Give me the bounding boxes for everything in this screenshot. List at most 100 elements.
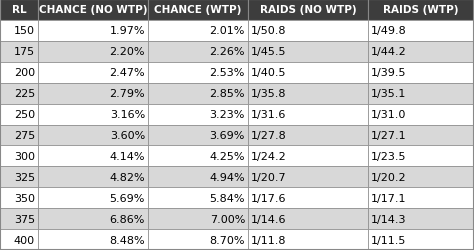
Bar — [38, 42, 148, 62]
Text: 350: 350 — [14, 193, 35, 203]
Text: 1/50.8: 1/50.8 — [251, 26, 286, 36]
Bar — [148, 146, 248, 167]
Bar — [248, 0, 368, 21]
Bar — [0, 42, 38, 62]
Text: 2.79%: 2.79% — [109, 89, 145, 99]
Bar — [248, 21, 368, 42]
Bar — [148, 62, 248, 83]
Bar — [38, 83, 148, 104]
Text: 1/14.6: 1/14.6 — [251, 214, 286, 224]
Text: 1/11.5: 1/11.5 — [371, 234, 406, 244]
Bar — [248, 167, 368, 188]
Bar — [148, 188, 248, 208]
Text: 4.82%: 4.82% — [109, 172, 145, 182]
Text: 3.16%: 3.16% — [110, 110, 145, 120]
Text: 1/31.0: 1/31.0 — [371, 110, 406, 120]
Bar — [0, 146, 38, 167]
Text: 1.97%: 1.97% — [109, 26, 145, 36]
Bar — [148, 229, 248, 250]
Bar — [0, 21, 38, 42]
Text: 1/49.8: 1/49.8 — [371, 26, 407, 36]
Text: 1/17.1: 1/17.1 — [371, 193, 407, 203]
Text: 4.14%: 4.14% — [109, 151, 145, 161]
Bar — [248, 104, 368, 125]
Text: 1/24.2: 1/24.2 — [251, 151, 287, 161]
Text: 1/20.2: 1/20.2 — [371, 172, 407, 182]
Bar — [148, 208, 248, 229]
Text: 1/20.7: 1/20.7 — [251, 172, 287, 182]
Bar — [38, 208, 148, 229]
Bar — [38, 62, 148, 83]
Bar — [368, 83, 474, 104]
Text: 3.23%: 3.23% — [210, 110, 245, 120]
Text: 150: 150 — [14, 26, 35, 36]
Text: 1/14.3: 1/14.3 — [371, 214, 407, 224]
Text: 1/40.5: 1/40.5 — [251, 68, 286, 78]
Bar — [248, 125, 368, 146]
Bar — [38, 146, 148, 167]
Text: 3.69%: 3.69% — [210, 130, 245, 140]
Bar — [0, 229, 38, 250]
Bar — [248, 208, 368, 229]
Text: 200: 200 — [14, 68, 35, 78]
Text: 1/39.5: 1/39.5 — [371, 68, 407, 78]
Bar — [38, 188, 148, 208]
Bar — [0, 125, 38, 146]
Bar — [0, 104, 38, 125]
Text: 1/27.8: 1/27.8 — [251, 130, 287, 140]
Text: 2.85%: 2.85% — [210, 89, 245, 99]
Text: 4.94%: 4.94% — [210, 172, 245, 182]
Bar — [248, 146, 368, 167]
Text: 3.60%: 3.60% — [110, 130, 145, 140]
Text: 1/23.5: 1/23.5 — [371, 151, 407, 161]
Text: 1/17.6: 1/17.6 — [251, 193, 286, 203]
Bar — [368, 188, 474, 208]
Text: 1/35.1: 1/35.1 — [371, 89, 406, 99]
Text: 5.69%: 5.69% — [109, 193, 145, 203]
Bar — [148, 21, 248, 42]
Text: 400: 400 — [14, 234, 35, 244]
Text: 6.86%: 6.86% — [109, 214, 145, 224]
Bar — [0, 188, 38, 208]
Bar — [0, 167, 38, 188]
Bar — [148, 167, 248, 188]
Text: 375: 375 — [14, 214, 35, 224]
Text: 5.84%: 5.84% — [210, 193, 245, 203]
Text: 2.01%: 2.01% — [210, 26, 245, 36]
Bar — [0, 208, 38, 229]
Text: RL: RL — [12, 6, 27, 16]
Text: 300: 300 — [14, 151, 35, 161]
Bar — [148, 42, 248, 62]
Bar — [368, 125, 474, 146]
Bar — [38, 229, 148, 250]
Bar — [248, 62, 368, 83]
Bar — [148, 125, 248, 146]
Text: 4.25%: 4.25% — [210, 151, 245, 161]
Bar — [368, 62, 474, 83]
Bar — [38, 104, 148, 125]
Bar — [368, 0, 474, 21]
Text: 2.26%: 2.26% — [210, 47, 245, 57]
Bar — [38, 167, 148, 188]
Bar — [148, 104, 248, 125]
Text: 175: 175 — [14, 47, 35, 57]
Text: 8.70%: 8.70% — [210, 234, 245, 244]
Bar — [368, 42, 474, 62]
Text: 2.47%: 2.47% — [109, 68, 145, 78]
Text: 1/27.1: 1/27.1 — [371, 130, 407, 140]
Bar — [0, 62, 38, 83]
Bar — [38, 125, 148, 146]
Bar — [248, 42, 368, 62]
Text: 250: 250 — [14, 110, 35, 120]
Text: 1/44.2: 1/44.2 — [371, 47, 407, 57]
Text: 225: 225 — [14, 89, 35, 99]
Text: 1/11.8: 1/11.8 — [251, 234, 286, 244]
Bar — [38, 21, 148, 42]
Bar — [0, 83, 38, 104]
Text: 325: 325 — [14, 172, 35, 182]
Text: 2.53%: 2.53% — [210, 68, 245, 78]
Text: 1/35.8: 1/35.8 — [251, 89, 286, 99]
Bar — [368, 229, 474, 250]
Text: 1/45.5: 1/45.5 — [251, 47, 286, 57]
Text: CHANCE (WTP): CHANCE (WTP) — [155, 6, 242, 16]
